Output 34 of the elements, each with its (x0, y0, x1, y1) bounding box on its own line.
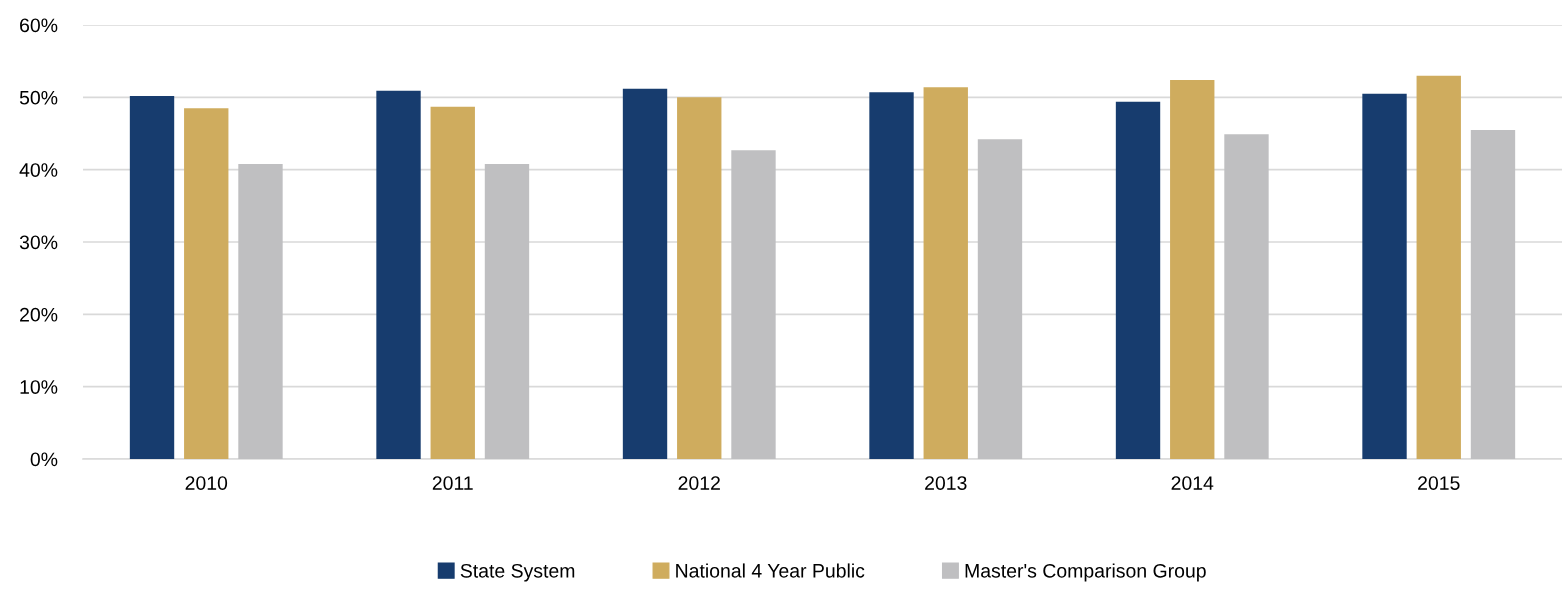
bar (1470, 129, 1516, 459)
bar (376, 90, 421, 459)
bar (977, 139, 1023, 459)
x-tick-label: 2014 (1171, 476, 1214, 490)
x-tick-label: 2013 (925, 476, 967, 490)
bar (869, 92, 914, 459)
x-tick-label: 2011 (432, 476, 473, 490)
x-tick-label: 2010 (185, 476, 228, 490)
legend-label: National 4 Year Public (676, 563, 865, 578)
x-tick-label: 2012 (678, 476, 720, 490)
bar (1115, 101, 1161, 459)
y-tick-label: 10% (20, 380, 58, 394)
bar (184, 108, 229, 459)
bar (1170, 79, 1215, 459)
y-tick-label: 0% (30, 452, 58, 467)
bar (622, 88, 668, 459)
bar (1416, 75, 1461, 459)
y-tick-label: 50% (19, 90, 58, 105)
legend-label: State System (460, 563, 575, 582)
bar (129, 95, 175, 459)
bar (731, 150, 776, 459)
bar (430, 106, 475, 459)
bar (1224, 134, 1269, 459)
bar (484, 163, 530, 459)
y-tick-label: 20% (20, 307, 58, 322)
legend-label: Master's Comparison Group (965, 563, 1206, 582)
bar (923, 87, 968, 459)
x-tick-label: 2015 (1418, 476, 1460, 490)
y-tick-label: 40% (19, 163, 58, 177)
bar (677, 97, 722, 459)
bar (1362, 93, 1407, 459)
y-tick-label: 60% (20, 18, 58, 33)
y-tick-label: 30% (19, 235, 58, 250)
bar (238, 163, 283, 459)
